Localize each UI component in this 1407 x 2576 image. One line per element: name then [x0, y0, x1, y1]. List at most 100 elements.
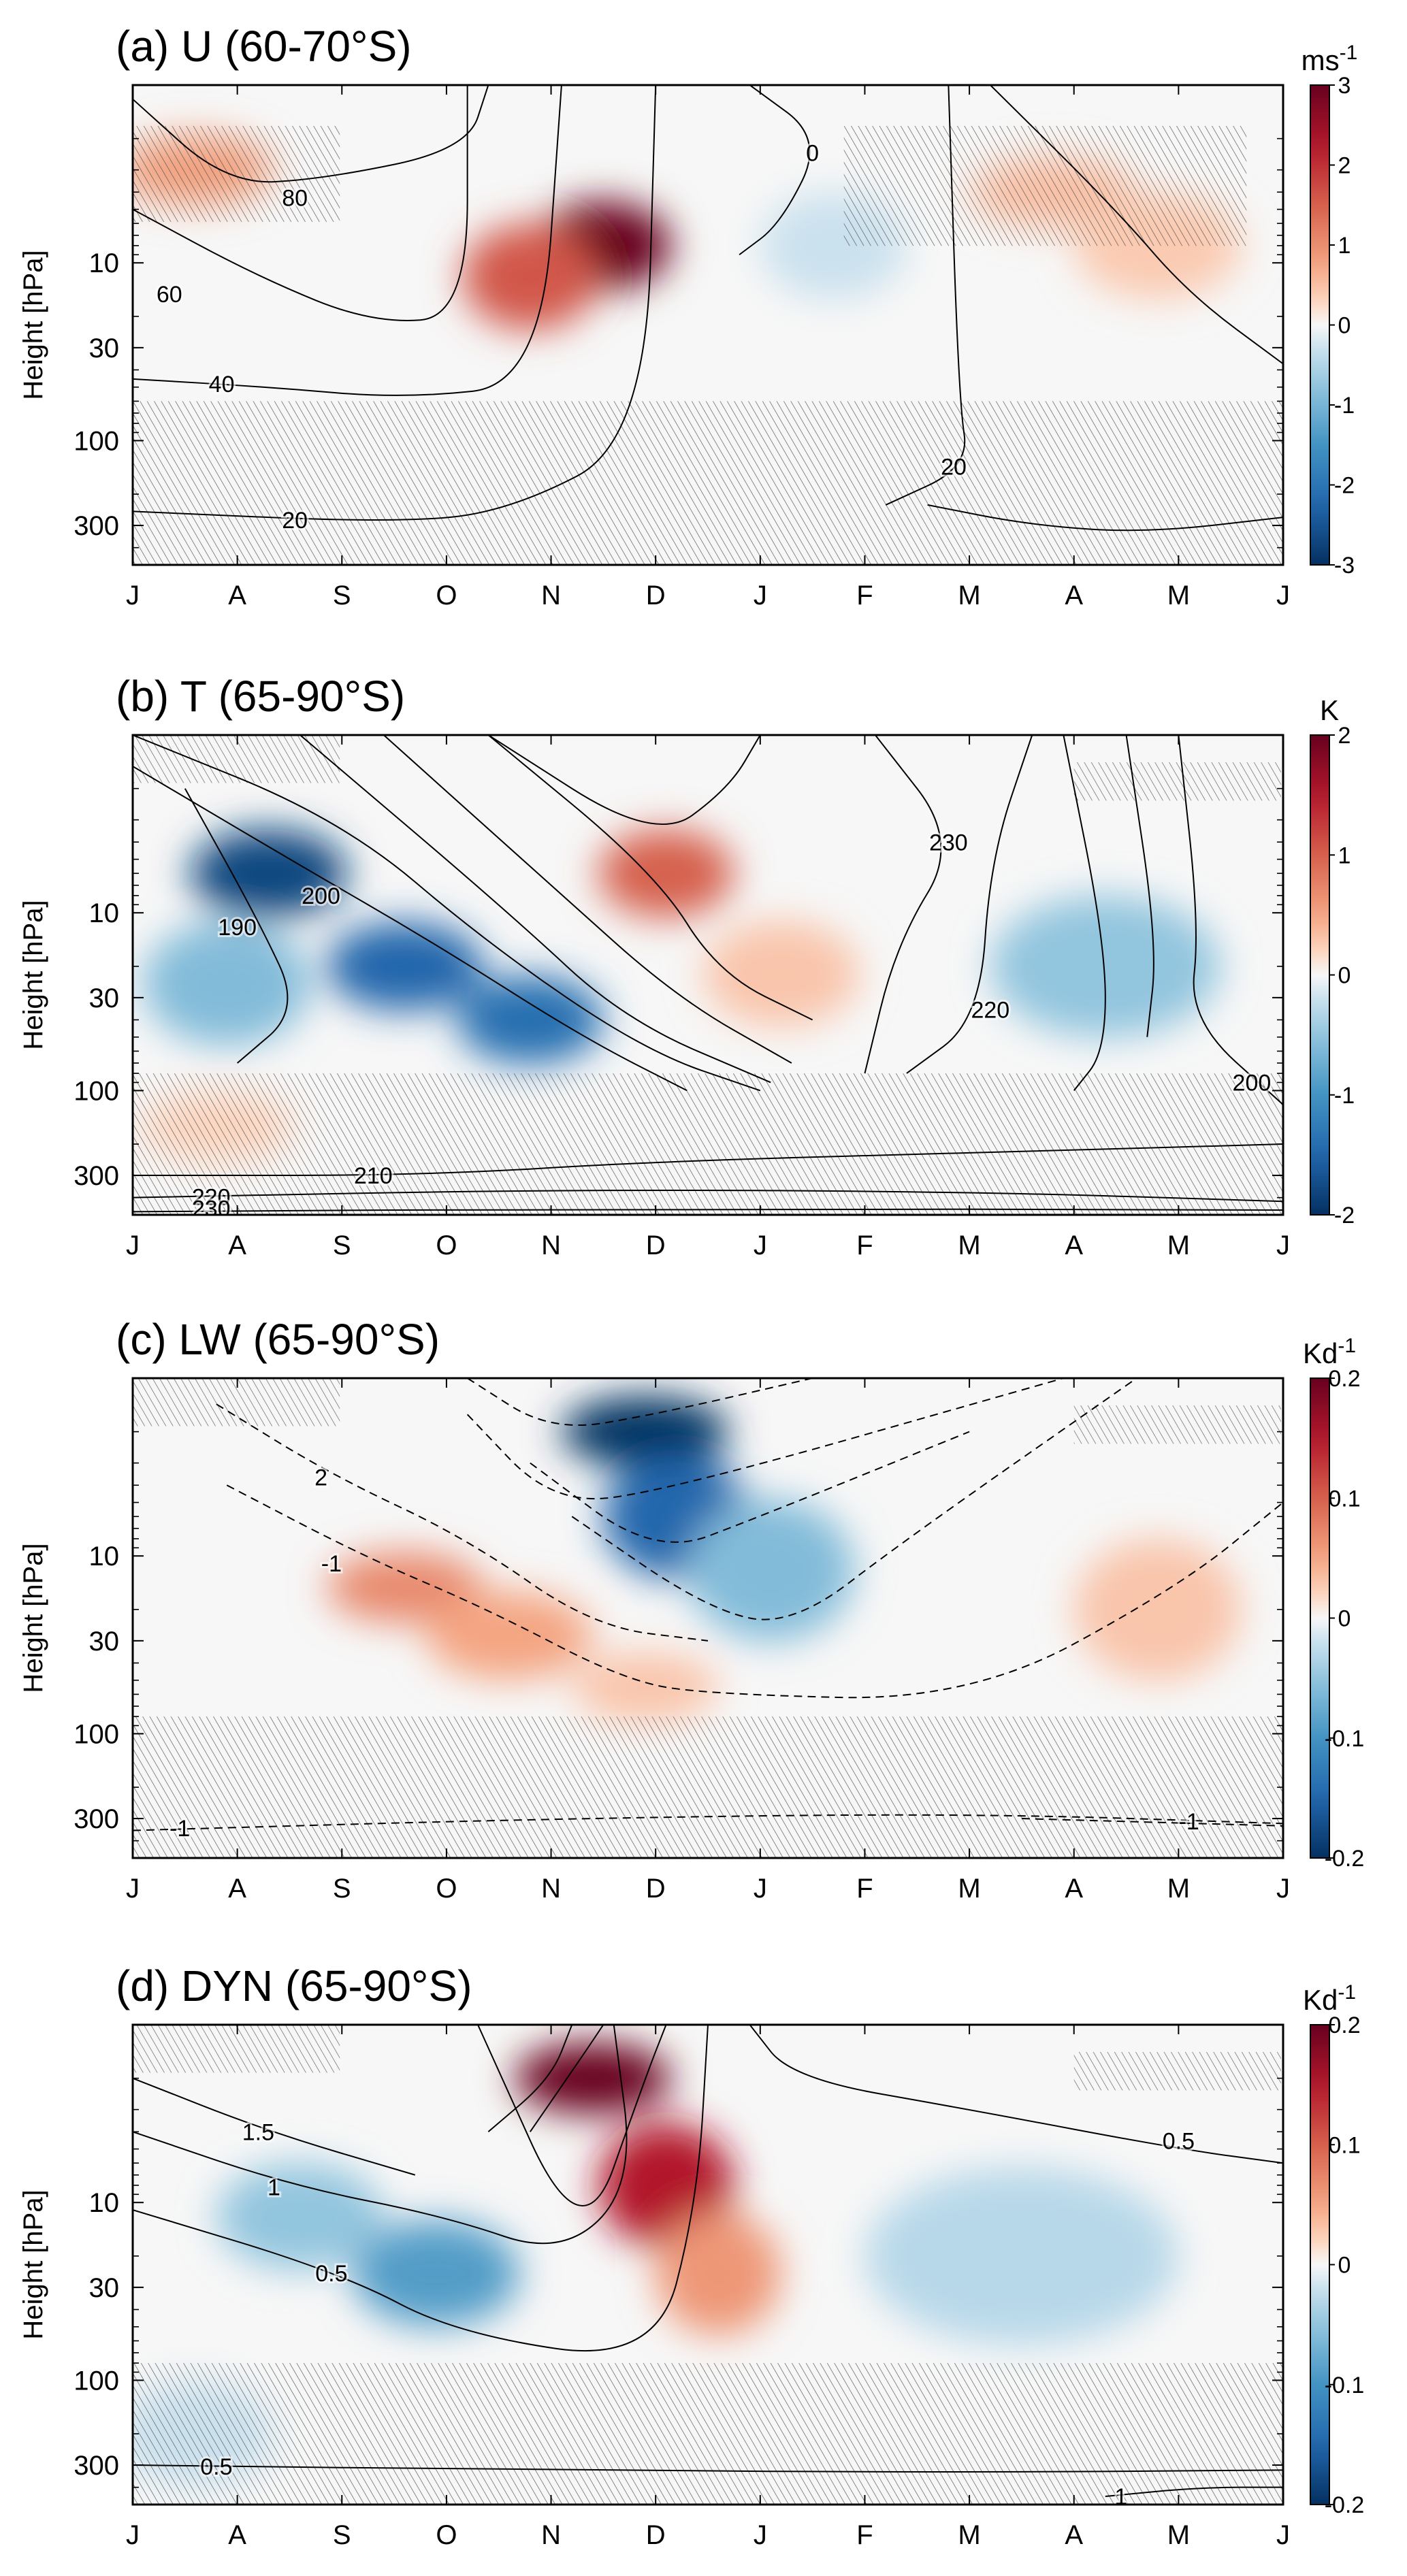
y-tick-label: 100 — [74, 1719, 119, 1749]
y-tick-label: 30 — [89, 1627, 120, 1657]
colorbar — [1310, 734, 1330, 1216]
y-tick-label: 100 — [74, 2366, 119, 2396]
hatch-region — [133, 1378, 340, 1426]
x-tick-label: M — [1167, 1874, 1190, 1904]
contour-line — [133, 2025, 709, 2351]
anomaly-blob — [687, 1499, 855, 1642]
contour-label: 220 — [192, 1184, 231, 1210]
x-tick-label: F — [856, 2520, 873, 2550]
colorbar-tick-label: -1 — [1334, 1083, 1355, 1109]
contour-line — [133, 2464, 1283, 2473]
x-tick-label: A — [1065, 2520, 1083, 2550]
x-tick-label: J — [1276, 1874, 1290, 1904]
y-tick-label: 300 — [74, 511, 119, 541]
x-tick-label: S — [333, 1230, 351, 1260]
contour-line — [1063, 735, 1106, 1092]
contour-line — [133, 1814, 1283, 1831]
significance-hatching — [133, 2025, 1283, 2505]
anomaly-blob — [598, 828, 734, 918]
anomaly-blob — [990, 895, 1220, 1038]
colorbar-tick-label: 1 — [1338, 233, 1351, 259]
contour-label: 1 — [268, 2175, 280, 2201]
contour-line — [1178, 735, 1283, 1105]
anomaly-blob — [326, 922, 483, 1011]
colorbar-tick-label: -0.1 — [1325, 1726, 1365, 1752]
x-tick-label: J — [1276, 2520, 1290, 2550]
hatch-region — [133, 2025, 340, 2073]
contour-line — [133, 1208, 1283, 1213]
x-tick-label: A — [1065, 1874, 1083, 1904]
anomaly-field — [326, 1396, 1242, 1723]
contour-label: 60 — [157, 282, 182, 308]
contour-label: 20 — [941, 455, 967, 480]
colorbar — [1310, 2024, 1330, 2505]
x-tick-label: J — [126, 2520, 140, 2550]
contour-line — [1125, 735, 1154, 1037]
contour-line — [216, 1403, 709, 1642]
colorbar-tick-label: 0.1 — [1328, 2132, 1360, 2158]
x-tick-label: J — [754, 1230, 767, 1260]
y-axis-label: Height [hPa] — [18, 900, 48, 1049]
colorbar-tick-label: 0.2 — [1328, 1366, 1360, 1392]
x-tick-label: N — [541, 1230, 561, 1260]
contour-line — [226, 1484, 1283, 1699]
x-tick-label: D — [646, 2520, 666, 2550]
contour-label: 1 — [1114, 2484, 1127, 2510]
contour-label: 210 — [354, 1163, 393, 1189]
x-tick-label: O — [436, 581, 457, 610]
colorbar-tick-label: -2 — [1334, 473, 1355, 499]
contour-label: 0 — [806, 140, 819, 166]
contour-label: 20 — [282, 508, 308, 534]
x-tick-label: M — [958, 1874, 980, 1904]
hatch-region — [133, 126, 340, 222]
contour-line — [1105, 2486, 1283, 2498]
anomaly-blob — [326, 1551, 483, 1623]
x-tick-label: M — [958, 1230, 980, 1260]
contour-label: 220 — [971, 997, 1009, 1023]
hatch-region — [843, 126, 1247, 246]
x-tick-label: J — [754, 581, 767, 610]
colorbar-unit: Kd-1 — [1303, 1335, 1356, 1369]
anomaly-blob — [462, 223, 598, 331]
y-tick-label: 300 — [74, 1161, 119, 1191]
contour-line — [184, 788, 289, 1064]
x-tick-label: F — [856, 1230, 873, 1260]
contour-line — [990, 85, 1283, 365]
significance-hatching — [133, 1378, 1283, 1858]
colorbar — [1310, 84, 1330, 566]
x-tick-label: O — [436, 2520, 457, 2550]
y-tick-label: 100 — [74, 426, 119, 456]
contour-line — [133, 1143, 1283, 1177]
contour-label: 190 — [218, 915, 257, 941]
contour-line — [739, 85, 811, 256]
x-tick-label: A — [228, 2520, 246, 2550]
contour-label: -1 — [169, 1816, 190, 1842]
contour-line — [133, 735, 761, 1092]
x-tick-label: D — [646, 1230, 666, 1260]
plot-frame — [131, 84, 1284, 566]
colorbar — [1310, 1377, 1330, 1859]
x-tick-label: J — [1276, 1230, 1290, 1260]
contour-line — [133, 2077, 416, 2176]
x-tick-label: J — [126, 1874, 140, 1904]
anomaly-blob — [143, 921, 311, 1046]
colorbar-tick-label: 0 — [1338, 963, 1351, 989]
x-tick-label: S — [333, 2520, 351, 2550]
plot-frame — [131, 734, 1284, 1216]
y-axis-label: Height [hPa] — [18, 2189, 48, 2339]
hatch-region — [133, 401, 1283, 565]
x-tick-label: J — [754, 1874, 767, 1904]
hatch-region — [1073, 762, 1281, 801]
anomaly-blob — [352, 2219, 520, 2327]
panel-1: (b) T (65-90°S)200190230220200210220230J… — [18, 672, 1355, 1260]
colorbar-tick-label: 2 — [1338, 723, 1351, 749]
x-tick-label: N — [541, 1874, 561, 1904]
contour-line — [529, 2025, 604, 2132]
x-tick-label: F — [856, 581, 873, 610]
y-tick-label: 10 — [89, 248, 120, 278]
colorbar-tick-label: 3 — [1338, 73, 1351, 99]
x-tick-label: J — [126, 581, 140, 610]
